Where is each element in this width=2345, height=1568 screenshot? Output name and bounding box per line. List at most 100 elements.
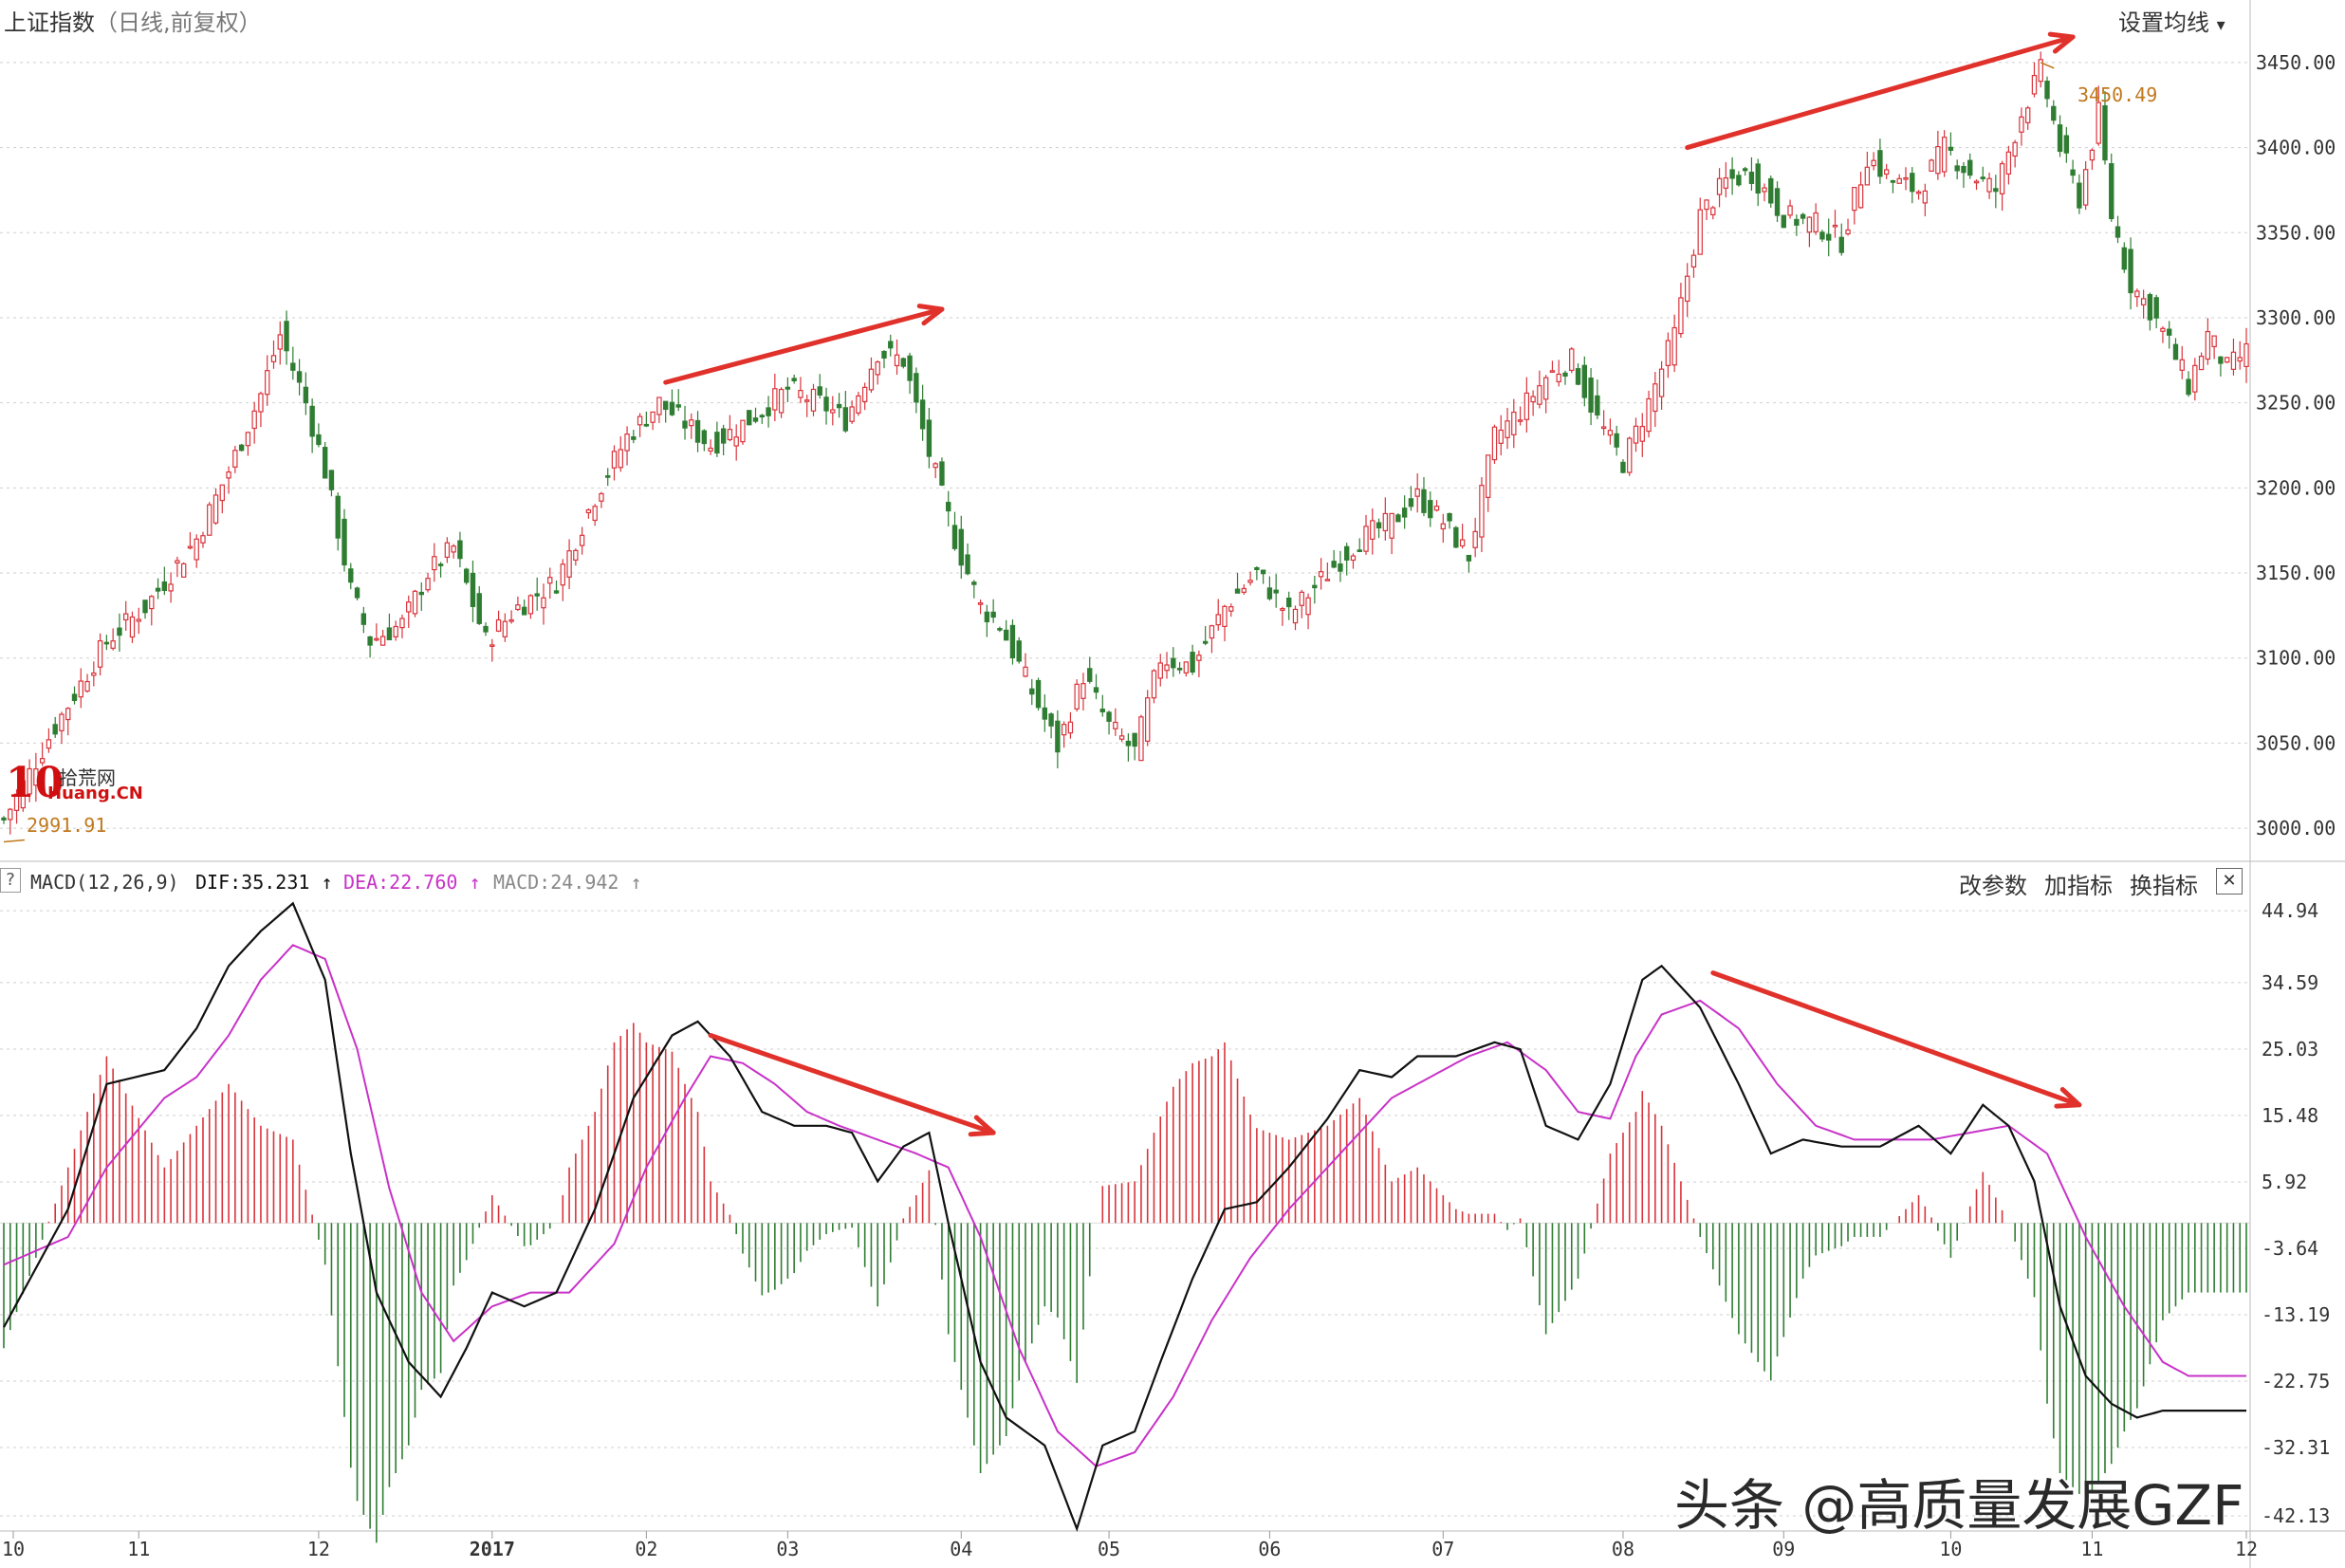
candle-body — [1774, 188, 1781, 216]
candle-body — [1653, 383, 1658, 413]
candle-body — [20, 780, 27, 809]
candle-body — [1234, 588, 1241, 594]
candle-body — [1, 817, 7, 821]
candle-body — [1260, 569, 1266, 575]
candle-body — [939, 461, 945, 486]
candle-body — [1716, 177, 1723, 195]
candle-body — [2205, 330, 2211, 360]
candle-body — [232, 450, 238, 468]
x-tick-label: 04 — [950, 1538, 972, 1560]
help-icon[interactable]: ? — [0, 868, 21, 893]
candle-body — [919, 399, 926, 430]
candle-body — [1627, 437, 1633, 473]
candle-body — [1003, 629, 1009, 641]
candle-body — [1222, 605, 1228, 627]
candle-body — [2121, 247, 2127, 270]
candle-body — [675, 404, 681, 408]
macd-tick-label: 44.94 — [2262, 899, 2318, 922]
candle-body — [1871, 159, 1876, 167]
add-indicator-button[interactable]: 加指标 — [2044, 873, 2113, 899]
macd-tick-label: -13.19 — [2262, 1303, 2330, 1326]
candle-body — [212, 494, 219, 524]
candle-body — [946, 502, 951, 512]
high-price-label: 3450.49 — [2077, 83, 2158, 106]
chart-mode: （日线,前复权） — [95, 9, 262, 36]
close-icon[interactable]: ✕ — [2216, 868, 2243, 895]
ma-settings-button[interactable]: 设置均线 ▾ — [2118, 4, 2225, 37]
candle-body — [1883, 169, 1890, 175]
candle-body — [1922, 190, 1929, 204]
candle-body — [2128, 249, 2133, 294]
candle-body — [1138, 716, 1144, 762]
candle-body — [444, 542, 451, 559]
switch-indicator-button[interactable]: 换指标 — [2130, 873, 2198, 899]
candle-body — [2005, 151, 2012, 175]
candle-body — [1035, 679, 1042, 709]
candle-body — [328, 470, 335, 490]
candle-body — [1338, 563, 1343, 572]
candle-body — [1864, 166, 1871, 186]
candle-body — [1472, 530, 1478, 548]
candle-body — [1575, 368, 1581, 385]
candle-body — [1633, 425, 1639, 444]
candlestick-series — [1, 51, 2249, 835]
candle-body — [1370, 520, 1376, 540]
ma-settings-label: 设置均线 — [2118, 9, 2209, 36]
logo-name: 拾荒网 — [59, 766, 116, 789]
candle-body — [605, 475, 611, 478]
candle-body — [1993, 188, 1999, 193]
candle-body — [354, 587, 360, 599]
candle-body — [1421, 489, 1427, 513]
candle-body — [1838, 236, 1844, 253]
candle-body — [2077, 182, 2082, 209]
candle-body — [2089, 149, 2096, 161]
candle-body — [1556, 373, 1561, 383]
candle-body — [1600, 426, 1607, 430]
candle-body — [1941, 137, 1948, 173]
candle-body — [881, 350, 887, 359]
candle-body — [1658, 368, 1665, 397]
candle-body — [2019, 116, 2024, 133]
trend-arrow-line — [663, 306, 945, 385]
macd-tick-label: 5.92 — [2262, 1171, 2307, 1193]
change-params-button[interactable]: 改参数 — [1959, 873, 2027, 899]
candle-body — [720, 428, 727, 444]
candle-body — [277, 334, 283, 350]
candle-body — [1209, 625, 1215, 639]
candle-body — [483, 625, 489, 633]
price-tick-label: 3000.00 — [2256, 817, 2336, 839]
x-tick-label: 11 — [2080, 1538, 2103, 1560]
candle-body — [1099, 709, 1105, 712]
candle-body — [1806, 216, 1813, 233]
candle-body — [1890, 180, 1896, 183]
candle-body — [752, 417, 759, 422]
price-tick-label: 3400.00 — [2256, 137, 2336, 159]
candle-body — [759, 415, 765, 418]
candle-body — [1343, 545, 1350, 561]
candle-body — [1620, 461, 1626, 473]
candle-body — [386, 627, 393, 640]
candle-body — [1106, 711, 1112, 722]
candle-body — [1537, 385, 1542, 405]
candle-body — [1183, 661, 1190, 673]
candle-body — [27, 767, 32, 795]
candle-body — [207, 504, 212, 536]
candle-body — [547, 577, 553, 584]
price-tick-label: 3100.00 — [2256, 647, 2336, 670]
candle-body — [71, 693, 78, 701]
candle-body — [65, 708, 71, 721]
candle-body — [2134, 290, 2140, 298]
candle-body — [1986, 177, 1992, 193]
candle-body — [585, 508, 592, 514]
chevron-down-icon: ▾ — [2216, 15, 2225, 35]
candle-body — [117, 627, 122, 636]
candle-body — [1093, 687, 1099, 693]
candle-body — [489, 644, 495, 647]
candle-body — [78, 680, 83, 698]
candle-body — [1614, 433, 1619, 448]
logo-domain: Huang.CN — [47, 784, 143, 803]
candle-body — [1562, 372, 1568, 377]
candle-body — [694, 419, 701, 443]
candle-body — [1896, 177, 1902, 184]
